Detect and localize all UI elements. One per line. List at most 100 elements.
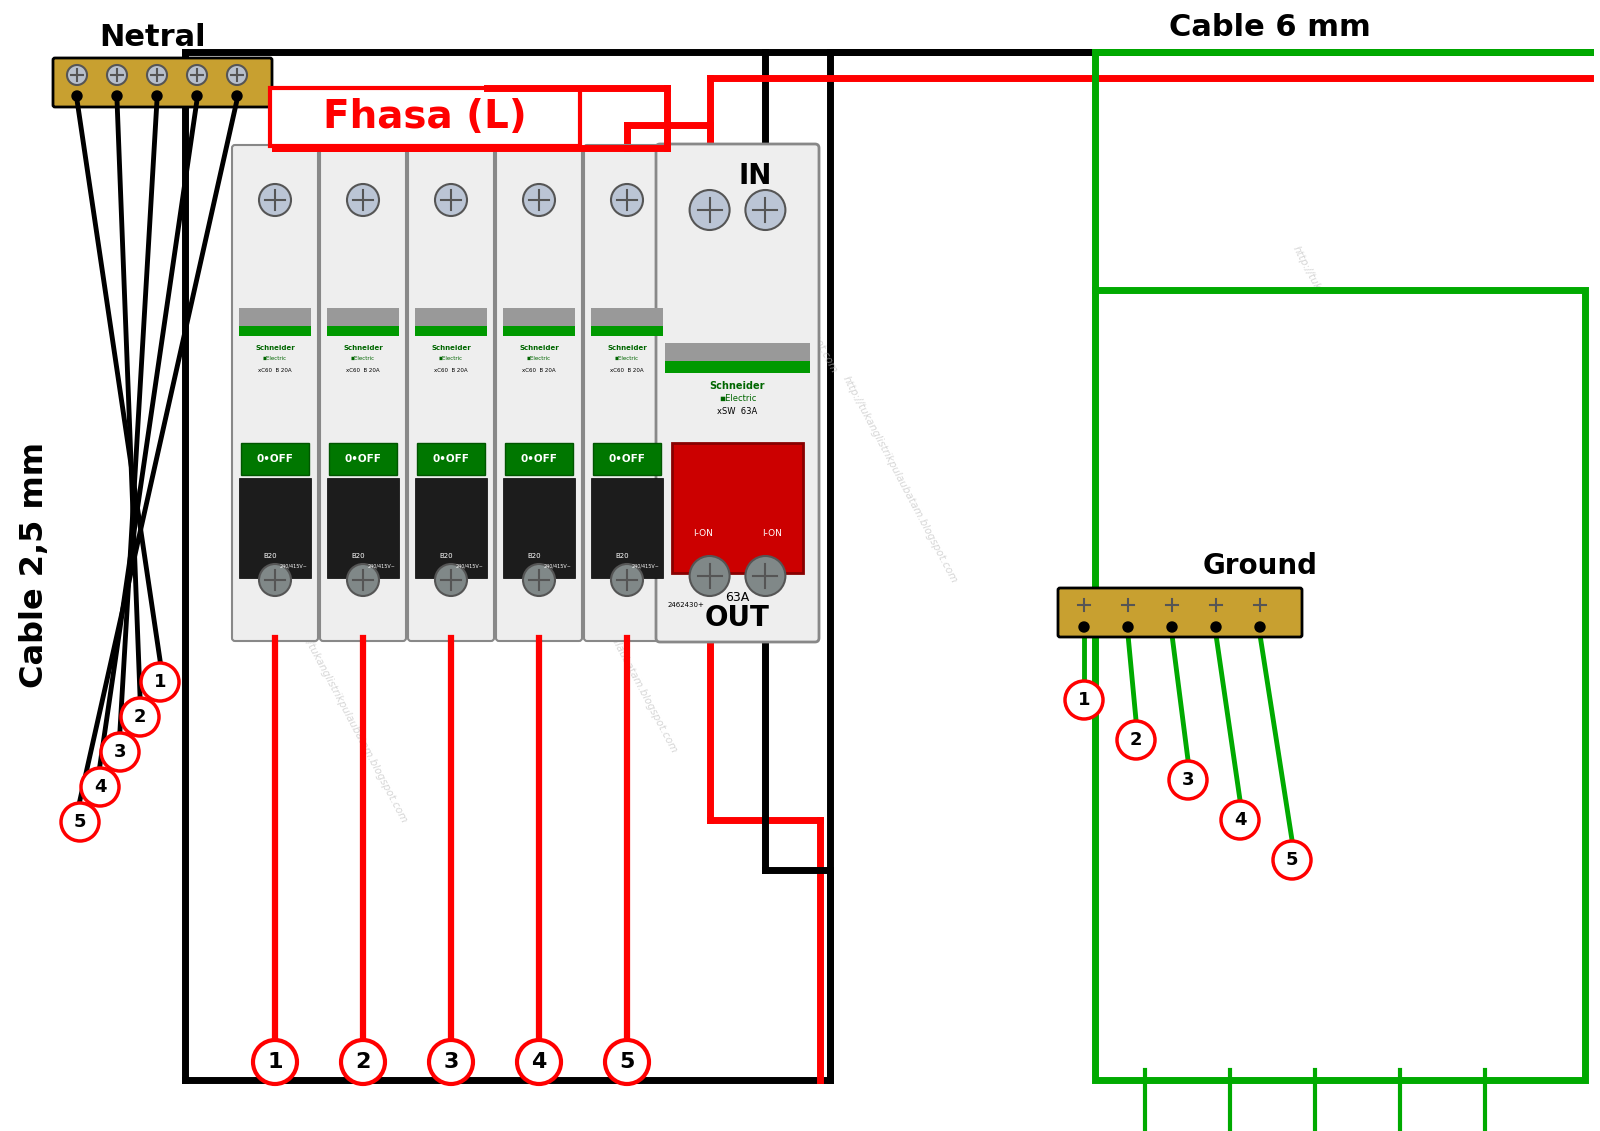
Bar	[666, 343, 810, 361]
Text: B20: B20	[350, 553, 365, 559]
Circle shape	[1117, 720, 1155, 759]
Text: http://tukanglistrikpulaubatam.blogspot.com: http://tukanglistrikpulaubatam.blogspot.…	[621, 275, 739, 485]
FancyBboxPatch shape	[1058, 588, 1302, 637]
FancyBboxPatch shape	[584, 145, 670, 641]
Text: 240/415V~: 240/415V~	[280, 563, 307, 569]
Text: http://tukanglistrikpulaubatam.blogspot.com: http://tukanglistrikpulaubatam.blogspot.…	[1291, 244, 1410, 456]
Bar	[502, 308, 574, 326]
Circle shape	[347, 564, 379, 596]
Text: http://tukanglistrikpulaubatam.blogspot.com: http://tukanglistrikpulaubatam.blogspot.…	[1141, 444, 1259, 655]
FancyBboxPatch shape	[232, 145, 318, 641]
Text: 0•OFF: 0•OFF	[608, 454, 645, 464]
Text: 5: 5	[1286, 851, 1298, 869]
Text: 63A: 63A	[725, 592, 750, 604]
Circle shape	[227, 64, 246, 85]
Circle shape	[1170, 761, 1206, 798]
Text: B20: B20	[614, 553, 629, 559]
Text: http://tukanglistrikpulaubatam.blogspot.com: http://tukanglistrikpulaubatam.blogspot.…	[291, 614, 410, 826]
Circle shape	[690, 190, 730, 230]
Text: Schneider: Schneider	[710, 381, 765, 391]
Text: xC60  B 20A: xC60 B 20A	[434, 368, 467, 372]
Text: 3: 3	[443, 1052, 459, 1072]
Circle shape	[259, 564, 291, 596]
Text: 2: 2	[134, 708, 146, 726]
Text: ◾Electric: ◾Electric	[438, 355, 462, 361]
Text: 0•OFF: 0•OFF	[432, 454, 469, 464]
Circle shape	[141, 663, 179, 701]
Text: 0•OFF: 0•OFF	[256, 454, 293, 464]
Text: 2: 2	[1130, 731, 1142, 749]
Bar	[590, 478, 662, 578]
Text: 2462430+: 2462430+	[669, 602, 706, 608]
Circle shape	[187, 64, 206, 85]
Text: B20: B20	[262, 553, 277, 559]
Circle shape	[605, 1041, 650, 1083]
Text: xC60  B 20A: xC60 B 20A	[258, 368, 291, 372]
Text: http://tukanglistrikpulaubatam.blogspot.com: http://tukanglistrikpulaubatam.blogspot.…	[562, 545, 678, 756]
Circle shape	[347, 184, 379, 216]
Circle shape	[122, 698, 158, 736]
Bar	[502, 326, 574, 336]
Text: Ground: Ground	[1203, 552, 1317, 580]
Text: ◾Electric: ◾Electric	[614, 355, 638, 361]
Bar	[414, 308, 486, 326]
Bar	[326, 326, 398, 336]
Text: Fhasa (L): Fhasa (L)	[323, 98, 526, 136]
FancyBboxPatch shape	[320, 145, 406, 641]
Circle shape	[72, 90, 82, 101]
Text: 240/415V~: 240/415V~	[368, 563, 395, 569]
Circle shape	[429, 1041, 474, 1083]
Text: I-ON: I-ON	[762, 528, 781, 537]
Text: 3: 3	[1182, 771, 1194, 789]
Bar	[506, 443, 573, 475]
Bar	[330, 443, 397, 475]
Circle shape	[435, 564, 467, 596]
Circle shape	[253, 1041, 298, 1083]
Circle shape	[101, 733, 139, 771]
Text: 5: 5	[619, 1052, 635, 1072]
Bar	[1094, 290, 1586, 1080]
Bar	[590, 326, 662, 336]
Bar	[666, 361, 810, 373]
Bar	[238, 478, 310, 578]
Text: 2: 2	[355, 1052, 371, 1072]
Circle shape	[690, 556, 730, 596]
Circle shape	[341, 1041, 386, 1083]
Circle shape	[152, 90, 162, 101]
Text: 3: 3	[114, 743, 126, 761]
Text: Schneider: Schneider	[518, 345, 558, 351]
Text: ◾Electric: ◾Electric	[718, 394, 757, 403]
Bar	[672, 443, 803, 573]
Circle shape	[611, 184, 643, 216]
Text: 4: 4	[531, 1052, 547, 1072]
Text: Schneider: Schneider	[606, 345, 646, 351]
Text: http://tukanglistrikpulaubatam.blogspot.com: http://tukanglistrikpulaubatam.blogspot.…	[722, 165, 838, 375]
Bar	[414, 326, 486, 336]
Circle shape	[517, 1041, 562, 1083]
Text: 1: 1	[154, 673, 166, 691]
Circle shape	[1166, 622, 1178, 632]
Text: 4: 4	[94, 778, 106, 796]
Bar	[238, 326, 310, 336]
Circle shape	[192, 90, 202, 101]
Text: 240/415V~: 240/415V~	[544, 563, 571, 569]
Text: 0•OFF: 0•OFF	[520, 454, 557, 464]
Bar	[326, 308, 398, 326]
Text: xC60  B 20A: xC60 B 20A	[346, 368, 379, 372]
Text: B20: B20	[438, 553, 453, 559]
Text: Cable 6 mm: Cable 6 mm	[1170, 12, 1371, 42]
Circle shape	[1211, 622, 1221, 632]
Circle shape	[112, 90, 122, 101]
Text: 240/415V~: 240/415V~	[632, 563, 659, 569]
FancyBboxPatch shape	[53, 58, 272, 107]
Circle shape	[746, 190, 786, 230]
Circle shape	[1274, 841, 1310, 879]
Text: xC60  B 20A: xC60 B 20A	[610, 368, 643, 372]
Bar	[270, 88, 579, 146]
Text: ◾Electric: ◾Electric	[262, 355, 286, 361]
FancyBboxPatch shape	[656, 144, 819, 642]
Circle shape	[232, 90, 242, 101]
Circle shape	[523, 184, 555, 216]
FancyBboxPatch shape	[408, 145, 494, 641]
Circle shape	[1118, 595, 1138, 615]
